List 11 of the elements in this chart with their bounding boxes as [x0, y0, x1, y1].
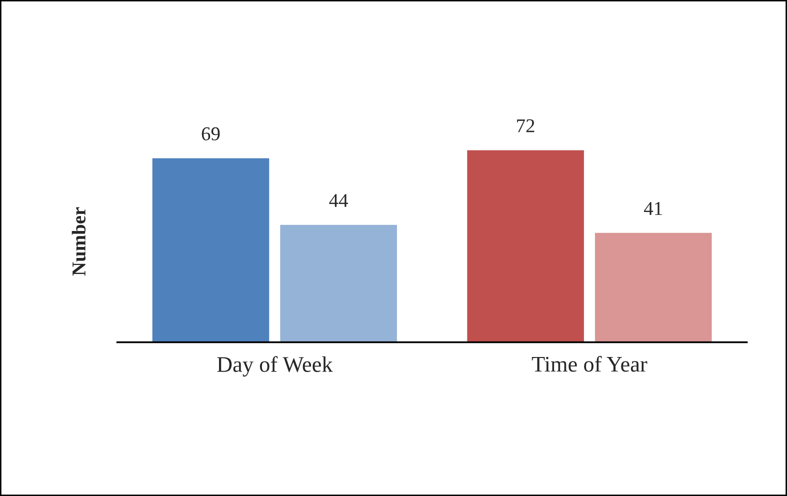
data-label: 41 [644, 202, 662, 215]
y-axis-title: Number [72, 207, 86, 276]
data-label: 72 [517, 119, 534, 132]
x-tick-label: Day of Week [217, 356, 333, 377]
bar [152, 158, 270, 342]
data-label: 69 [202, 127, 220, 140]
bar [467, 150, 584, 342]
bar [594, 232, 712, 342]
x-tick-label: Time of Year [532, 356, 648, 372]
data-label: 44 [329, 194, 348, 207]
bar [280, 224, 397, 342]
